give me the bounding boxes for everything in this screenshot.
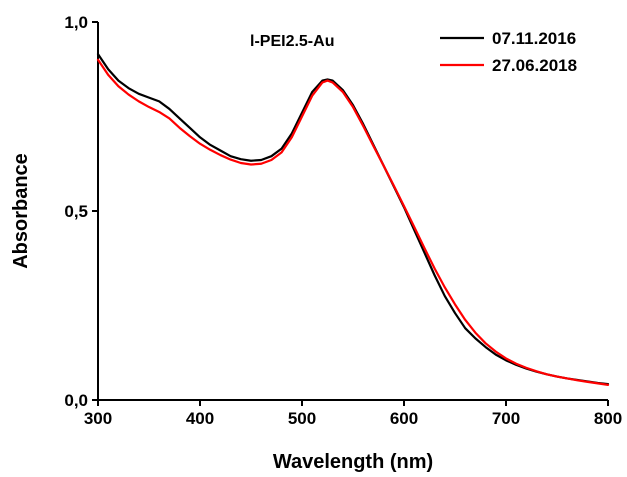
legend: 07.11.2016 27.06.2018 [440, 29, 577, 75]
y-tick-label: 1,0 [64, 13, 88, 32]
plot-area [97, 22, 608, 401]
x-tick-label: 500 [288, 409, 316, 428]
x-axis-title: Wavelength (nm) [273, 451, 433, 473]
x-tick-label: 800 [594, 409, 622, 428]
y-axis-title: Absorbance [10, 153, 32, 269]
series-line-1 [96, 53, 610, 386]
y-tick-label: 0,0 [64, 391, 88, 410]
y-tick-label: 0,5 [64, 202, 88, 221]
axis-ticks: 300 400 500 600 700 800 0,0 0,5 1,0 [64, 13, 622, 428]
x-tick-label: 600 [390, 409, 418, 428]
x-tick-label: 700 [492, 409, 520, 428]
x-tick-label: 400 [186, 409, 214, 428]
series-group [96, 53, 610, 386]
series-line-2 [96, 58, 610, 386]
legend-label-2: 27.06.2018 [492, 56, 577, 75]
annotation-label: l-PEI2.5-Au [250, 33, 334, 50]
legend-label-1: 07.11.2016 [492, 29, 576, 48]
x-tick-label: 300 [84, 409, 112, 428]
